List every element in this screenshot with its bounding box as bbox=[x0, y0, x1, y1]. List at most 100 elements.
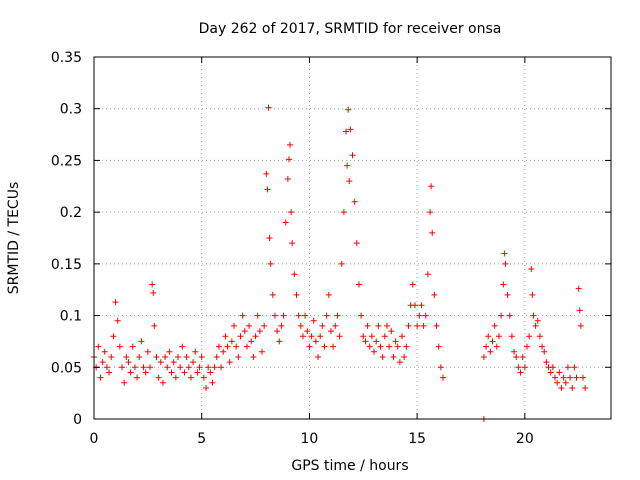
data-point bbox=[207, 369, 214, 376]
data-point bbox=[330, 343, 337, 350]
data-point bbox=[112, 299, 119, 306]
data-point bbox=[259, 348, 266, 355]
data-point bbox=[427, 209, 434, 216]
data-point bbox=[495, 333, 502, 340]
data-point bbox=[220, 348, 227, 355]
data-point bbox=[302, 312, 309, 319]
data-point bbox=[222, 333, 229, 340]
data-point bbox=[504, 291, 511, 298]
data-point bbox=[319, 322, 326, 329]
data-point bbox=[166, 348, 173, 355]
data-point bbox=[569, 384, 576, 391]
data-point bbox=[183, 353, 190, 360]
data-point bbox=[231, 322, 238, 329]
data-point bbox=[358, 312, 365, 319]
data-point bbox=[250, 353, 257, 360]
data-point bbox=[215, 343, 222, 350]
data-point bbox=[241, 328, 248, 335]
data-point bbox=[347, 126, 354, 133]
data-point bbox=[431, 291, 438, 298]
data-point bbox=[269, 291, 276, 298]
data-point bbox=[420, 322, 427, 329]
data-point bbox=[579, 374, 586, 381]
data-point bbox=[147, 364, 154, 371]
data-point bbox=[554, 379, 561, 386]
data-point bbox=[194, 369, 201, 376]
data-point bbox=[392, 338, 399, 345]
data-point bbox=[435, 343, 442, 350]
data-point bbox=[523, 343, 530, 350]
y-axis-label: SRMTID / TECUs bbox=[6, 182, 22, 295]
data-point bbox=[526, 333, 533, 340]
data-point bbox=[491, 322, 498, 329]
data-point bbox=[164, 364, 171, 371]
data-point bbox=[529, 291, 536, 298]
data-point bbox=[506, 312, 513, 319]
data-point bbox=[308, 333, 315, 340]
data-point bbox=[399, 333, 406, 340]
data-point bbox=[511, 348, 518, 355]
data-point bbox=[353, 240, 360, 247]
data-point bbox=[336, 333, 343, 340]
data-point bbox=[209, 379, 216, 386]
data-point bbox=[246, 322, 253, 329]
data-point bbox=[235, 353, 242, 360]
data-point bbox=[187, 374, 194, 381]
data-point bbox=[101, 348, 108, 355]
data-point bbox=[119, 364, 126, 371]
data-point bbox=[192, 348, 199, 355]
data-point bbox=[573, 374, 580, 381]
data-point bbox=[172, 374, 179, 381]
data-point bbox=[530, 312, 537, 319]
y-tick-label: 0 bbox=[73, 412, 82, 428]
data-point bbox=[125, 359, 132, 366]
data-point bbox=[291, 271, 298, 278]
data-point bbox=[373, 338, 380, 345]
data-point bbox=[349, 152, 356, 159]
data-point bbox=[536, 333, 543, 340]
data-point bbox=[500, 281, 507, 288]
grid-layer bbox=[94, 57, 611, 419]
data-point bbox=[168, 369, 175, 376]
data-point bbox=[418, 302, 425, 309]
data-point bbox=[558, 384, 565, 391]
data-point bbox=[140, 364, 147, 371]
data-point bbox=[136, 353, 143, 360]
y-tick-label: 0.35 bbox=[51, 50, 82, 66]
data-point bbox=[362, 338, 369, 345]
data-point bbox=[108, 353, 115, 360]
data-point bbox=[233, 343, 240, 350]
data-point bbox=[110, 333, 117, 340]
data-point bbox=[205, 364, 212, 371]
x-tick-label: 15 bbox=[408, 431, 426, 447]
data-point bbox=[549, 364, 556, 371]
x-tick-label: 0 bbox=[90, 431, 99, 447]
data-point bbox=[396, 359, 403, 366]
data-point bbox=[299, 333, 306, 340]
data-point bbox=[181, 369, 188, 376]
data-point bbox=[138, 338, 145, 345]
data-point bbox=[403, 343, 410, 350]
data-point bbox=[377, 343, 384, 350]
data-point bbox=[344, 162, 351, 169]
data-point bbox=[323, 312, 330, 319]
x-tick-label: 5 bbox=[197, 431, 206, 447]
data-point bbox=[428, 183, 435, 190]
axis-tick-labels: 0 5 10 15 20 0 0.05 0.1 0.15 0.2 0.25 0.3 0.35 bbox=[51, 50, 534, 447]
data-point bbox=[265, 104, 272, 111]
data-point bbox=[381, 333, 388, 340]
data-point bbox=[237, 333, 244, 340]
data-point bbox=[196, 364, 203, 371]
data-point bbox=[379, 353, 386, 360]
data-point bbox=[203, 384, 210, 391]
data-point bbox=[256, 328, 263, 335]
data-point bbox=[368, 333, 375, 340]
data-point bbox=[142, 369, 149, 376]
data-point bbox=[539, 343, 546, 350]
data-point bbox=[211, 364, 218, 371]
data-point bbox=[200, 374, 207, 381]
data-point bbox=[266, 235, 273, 241]
data-point bbox=[332, 322, 339, 329]
data-point bbox=[297, 322, 304, 329]
